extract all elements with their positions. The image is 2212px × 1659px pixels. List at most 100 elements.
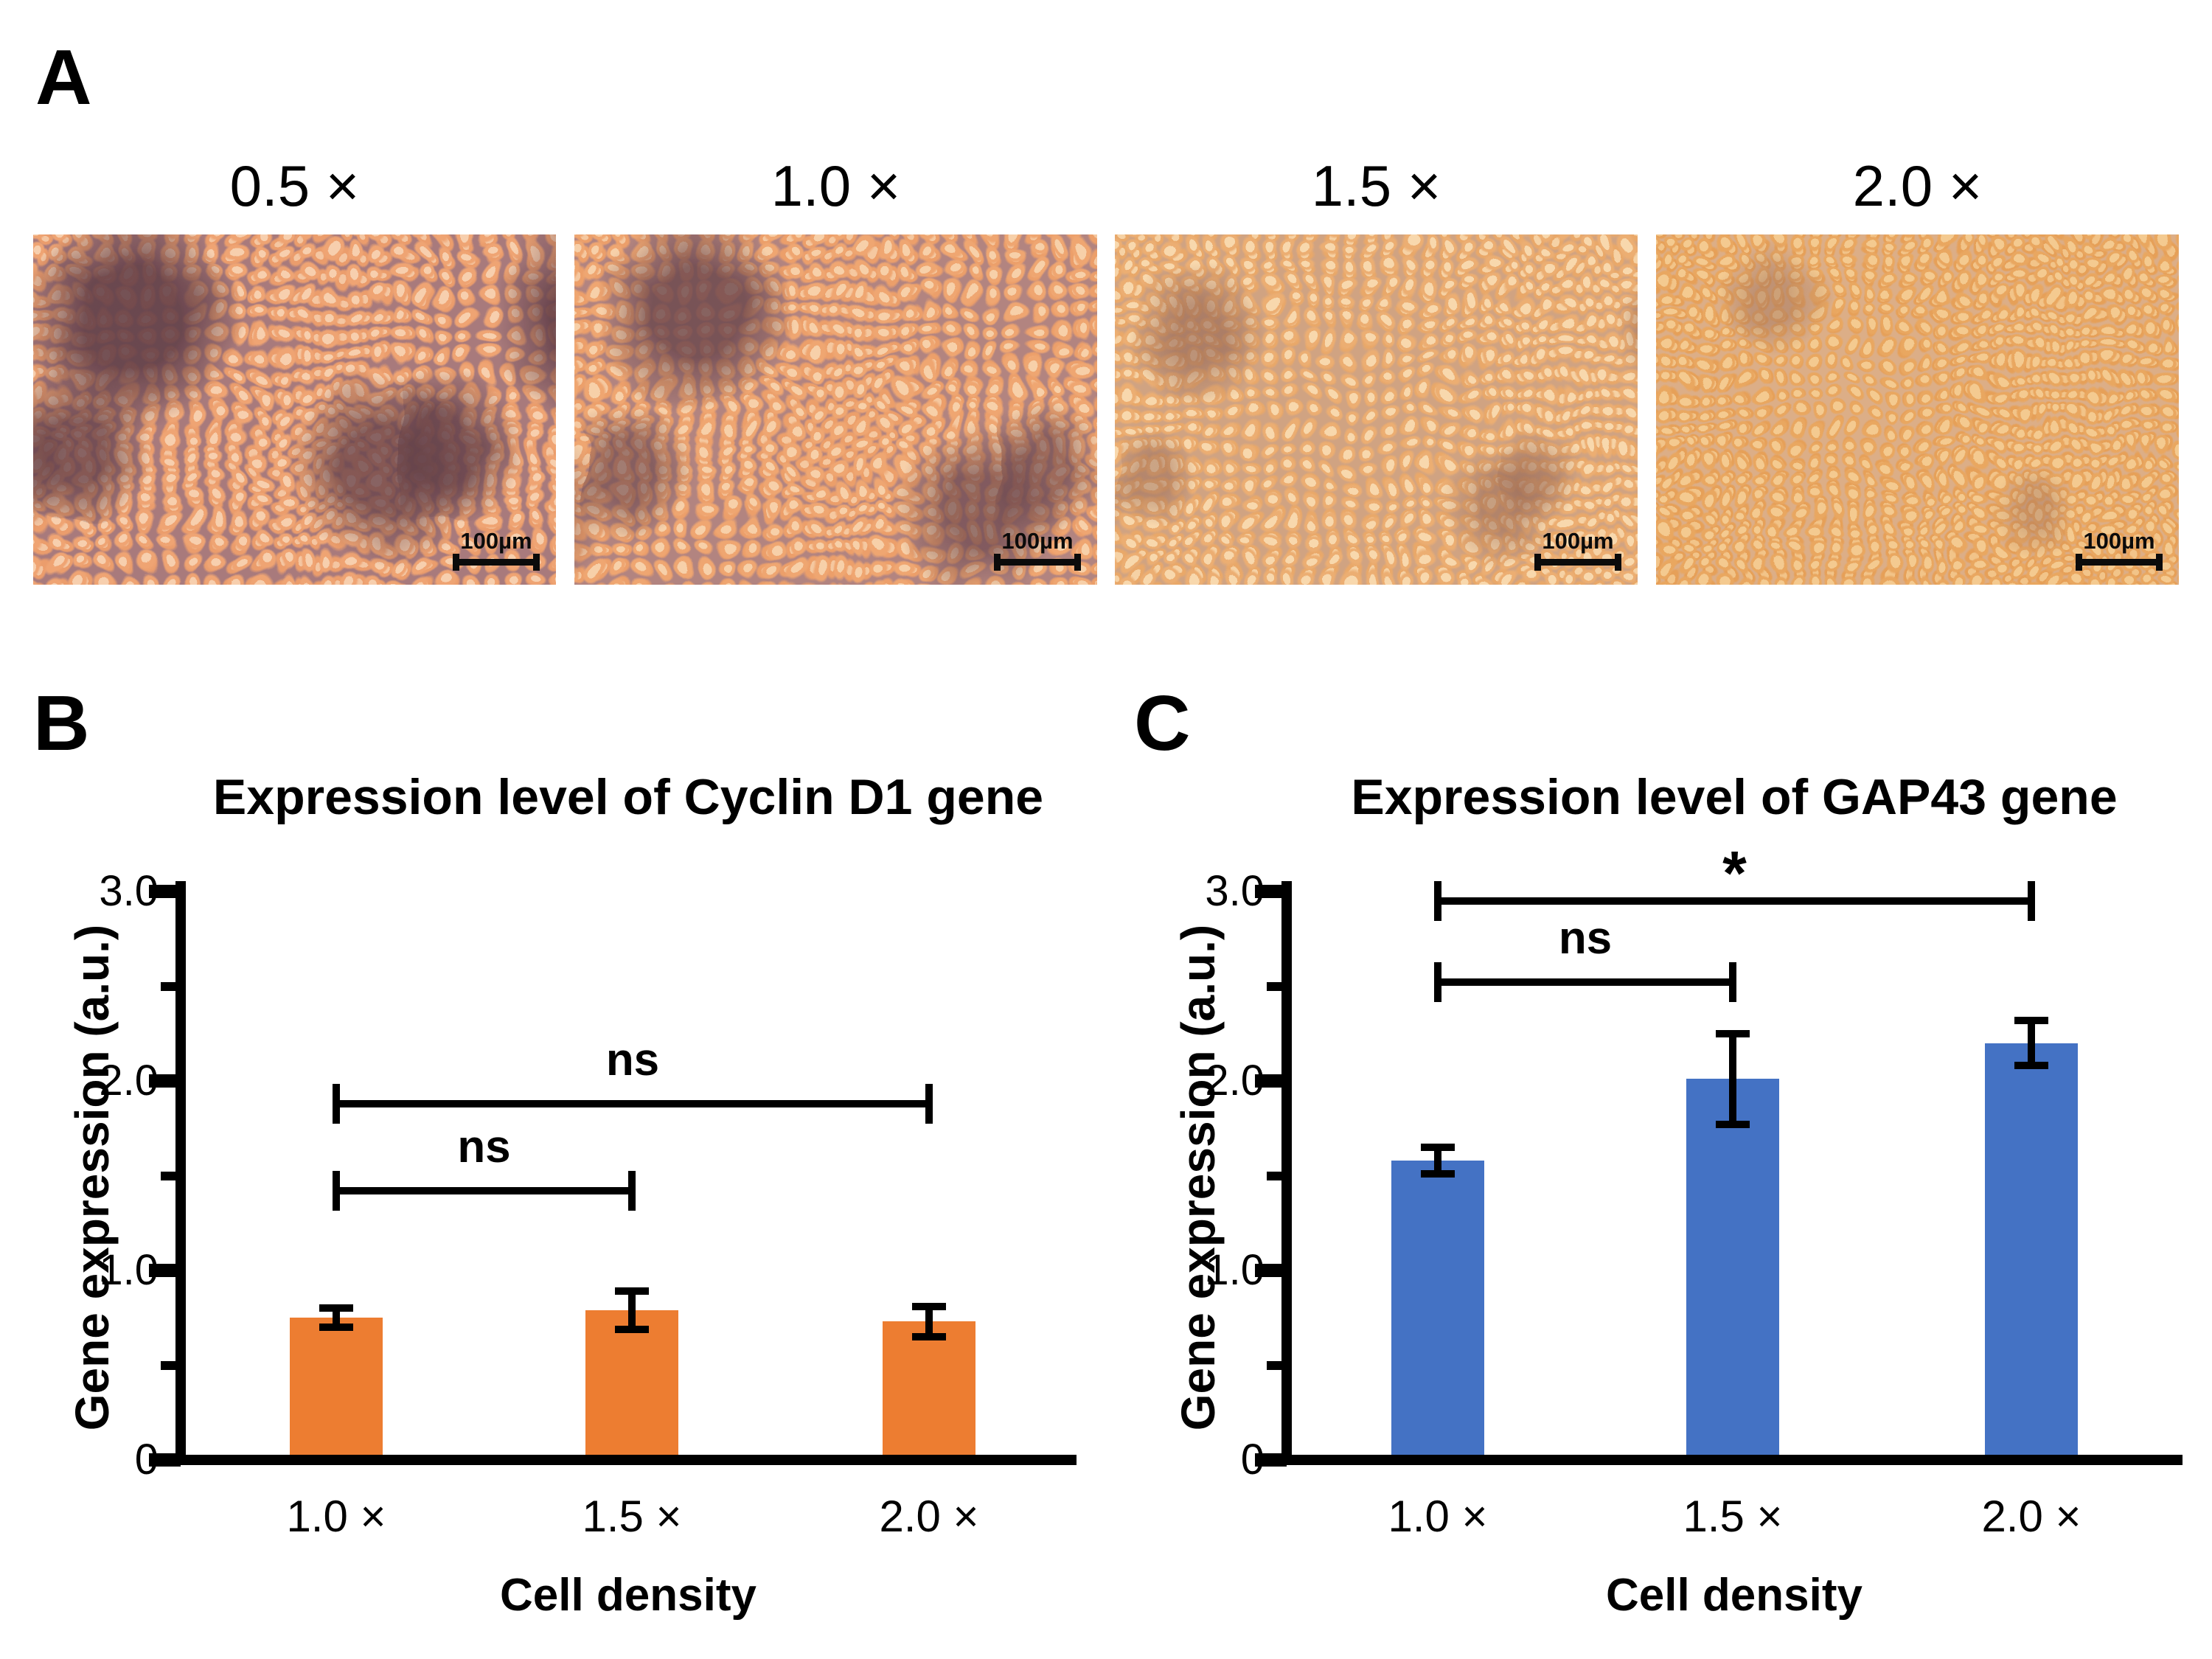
chart-c-error-bar-cap-bottom <box>1716 1121 1750 1129</box>
chart-c-sig-bracket-end <box>1434 962 1441 1003</box>
chart-c-x-axis-line <box>1281 1455 2183 1465</box>
chart-b-sig-bracket-line <box>333 1099 933 1107</box>
chart-b-y-tick-minor <box>161 1360 181 1370</box>
chart-c-sig-bracket-end <box>1729 962 1736 1003</box>
chart-b-bar-2.0 × <box>883 1321 975 1455</box>
chart-b-error-bar-cap-top <box>615 1287 649 1295</box>
scale-bar-line <box>1534 554 1621 571</box>
chart-c-y-tick-major <box>1255 885 1287 898</box>
chart-c-sig-bracket-line <box>1434 978 1736 987</box>
micrograph-1.0x: 100µm <box>574 234 1097 585</box>
chart-c-bar-2.0 × <box>1985 1043 2078 1455</box>
chart-c-error-bar-line <box>2028 1020 2035 1066</box>
chart-c-error-bar-cap-bottom <box>2014 1062 2048 1070</box>
chart-b-error-bar-cap-top <box>319 1304 353 1312</box>
micrograph-column-1.5x: 1.5 × 100µm <box>1115 151 1638 585</box>
chart-c-title: Expression level of GAP43 gene <box>1351 769 2118 825</box>
chart-b-y-tick-minor <box>161 1171 181 1180</box>
scale-bar: 100µm <box>994 528 1081 571</box>
chart-b-sig-bracket-line <box>333 1187 636 1195</box>
density-label-1.0x: 1.0 × <box>771 153 901 218</box>
chart-c-y-tick-label: 1.0 <box>1205 1246 1265 1294</box>
chart-c-x-axis-label: Cell density <box>1606 1570 1863 1621</box>
chart-b-bar-1.5 × <box>585 1310 678 1455</box>
chart-c-y-tick-minor <box>1267 981 1287 991</box>
density-label-2.0x: 2.0 × <box>1852 153 1983 218</box>
micrograph-texture <box>1115 234 1638 585</box>
micrograph-texture <box>33 234 556 585</box>
panel-letter-b: B <box>33 680 90 767</box>
chart-b-sig-bracket-end <box>628 1171 636 1211</box>
chart-b-y-tick-label: 0 <box>134 1436 159 1484</box>
chart-c-sig-bracket-end <box>2028 880 2035 921</box>
chart-c-x-tick-label: 1.0 × <box>1388 1492 1488 1541</box>
chart-b-y-tick-major <box>149 1264 181 1277</box>
chart-b-error-bar-cap-top <box>912 1302 946 1310</box>
chart-b-y-axis-line <box>175 881 186 1465</box>
chart-b-sig-bracket-end <box>333 1171 340 1211</box>
micrograph-column-2.0x: 2.0 × 100µm <box>1656 151 2179 585</box>
chart-b-error-bar-line <box>333 1308 340 1328</box>
micrograph-2.0x: 100µm <box>1656 234 2179 585</box>
chart-b-y-tick-label: 1.0 <box>99 1246 159 1294</box>
density-label-0.5x: 0.5 × <box>229 153 360 218</box>
chart-c-y-tick-minor <box>1267 1171 1287 1180</box>
panel-letter-c: C <box>1134 680 1191 767</box>
chart-b-sig-bracket-end <box>925 1083 933 1124</box>
scale-bar-label: 100µm <box>1001 528 1074 554</box>
chart-b-error-bar-line <box>628 1291 636 1329</box>
chart-b-x-tick-label: 1.5 × <box>582 1492 682 1541</box>
chart-b-error-bar-line <box>925 1306 933 1337</box>
scale-bar-label: 100µm <box>1542 528 1614 554</box>
micrograph-column-1.0x: 1.0 × 100µm <box>574 151 1097 585</box>
chart-c-sig-bracket-line <box>1434 897 2035 905</box>
chart-b-y-tick-major <box>149 885 181 898</box>
chart-b-x-tick-label: 1.0 × <box>286 1492 386 1541</box>
chart-b-error-bar-cap-bottom <box>319 1324 353 1332</box>
chart-c-x-tick-label: 2.0 × <box>1981 1492 2081 1541</box>
chart-b-sig-label: ns <box>457 1121 511 1173</box>
chart-c-y-tick-major <box>1255 1264 1287 1277</box>
micrograph-0.5x: 100µm <box>33 234 556 585</box>
chart-b-y-tick-minor <box>161 981 181 991</box>
chart-c-sig-bracket-end <box>1434 880 1441 921</box>
chart-c-x-tick-label: 1.5 × <box>1683 1492 1783 1541</box>
chart-b-bar-1.0 × <box>290 1318 383 1455</box>
chart-c-bar-1.0 × <box>1391 1160 1484 1455</box>
chart-b-y-tick-major <box>149 1453 181 1467</box>
scale-bar: 100µm <box>453 528 540 571</box>
chart-c-sig-label: * <box>1722 838 1747 908</box>
chart-b-sig-bracket-end <box>333 1083 340 1124</box>
chart-b-y-tick-major <box>149 1074 181 1088</box>
chart-b-x-axis-label: Cell density <box>500 1570 757 1621</box>
chart-b-x-tick-label: 2.0 × <box>879 1492 979 1541</box>
chart-c-y-tick-label: 0 <box>1240 1436 1265 1484</box>
micrograph-texture <box>574 234 1097 585</box>
chart-b-y-tick-label: 3.0 <box>99 867 159 915</box>
chart-b-y-tick-label: 2.0 <box>99 1057 159 1105</box>
chart-c-y-tick-minor <box>1267 1360 1287 1370</box>
scale-bar: 100µm <box>2076 528 2163 571</box>
chart-c-error-bar-cap-top <box>1716 1029 1750 1037</box>
chart-c-error-bar-line <box>1434 1147 1441 1174</box>
panel-letter-a: A <box>35 34 92 121</box>
micrograph-column-0.5x: 0.5 × 100µm <box>33 151 556 585</box>
chart-b-sig-label: ns <box>605 1034 660 1085</box>
scale-bar-label: 100µm <box>2083 528 2155 554</box>
density-label-1.5x: 1.5 × <box>1311 153 1441 218</box>
chart-c-error-bar-cap-top <box>1421 1143 1455 1151</box>
chart-b-x-axis-line <box>175 1455 1077 1465</box>
scale-bar-label: 100µm <box>460 528 532 554</box>
chart-c-y-tick-major <box>1255 1453 1287 1467</box>
chart-c-y-tick-label: 2.0 <box>1205 1057 1265 1105</box>
chart-c-y-axis-label: Gene expression (a.u.) <box>1172 924 1225 1431</box>
chart-b-title: Expression level of Cyclin D1 gene <box>212 769 1044 825</box>
chart-b-error-bar-cap-bottom <box>912 1332 946 1340</box>
chart-c-error-bar-cap-bottom <box>1421 1169 1455 1178</box>
micrograph-1.5x: 100µm <box>1115 234 1638 585</box>
chart-c-y-axis-line <box>1281 881 1292 1465</box>
scale-bar-line <box>994 554 1081 571</box>
micrograph-texture <box>1656 234 2179 585</box>
chart-c-bar-1.5 × <box>1686 1079 1779 1455</box>
